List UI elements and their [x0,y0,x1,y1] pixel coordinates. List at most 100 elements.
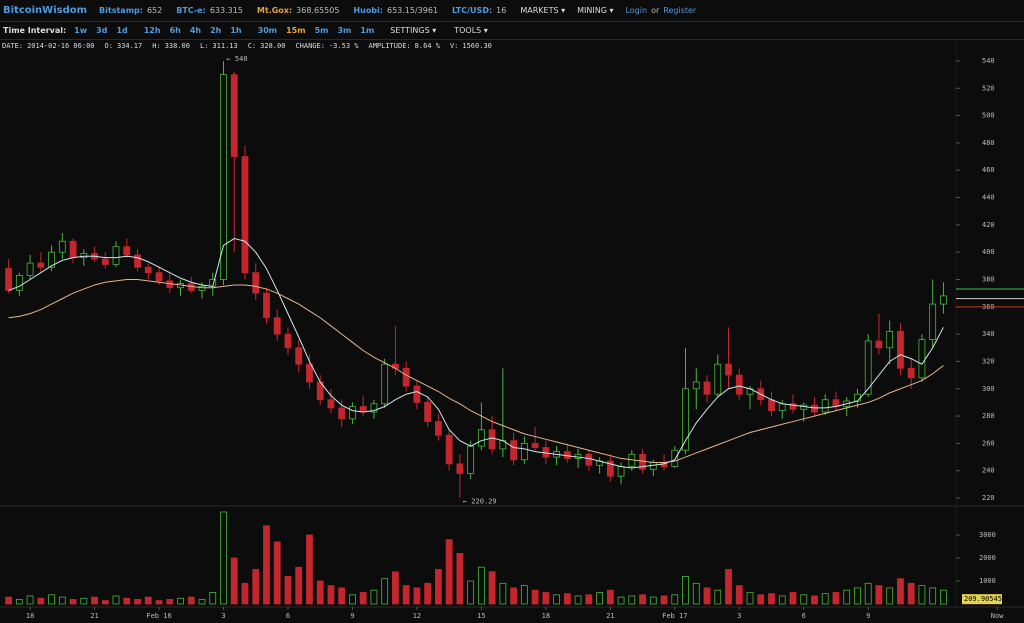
info-line: DATE: 2014-02-16 06:00 O: 334.17 H: 338.00 L: 3… [2,42,492,50]
candle-body [725,363,732,376]
x-tick-label: 21 [90,612,98,620]
volume-bar [843,589,851,605]
info-label: C: [247,42,257,50]
info-item: L: 311.13 [200,42,238,50]
volume-bar [241,582,249,605]
volume-current-label: 209.90545 [964,595,1002,603]
interval-button[interactable]: 1w [74,26,88,35]
volume-bar [778,595,786,605]
volume-bar [714,589,722,605]
info-value: 338.00 [164,42,190,50]
interval-button[interactable]: 1m [360,26,375,35]
candle-body [778,403,786,412]
volume-bar [585,594,593,605]
candle-body [230,74,238,157]
ticker-label[interactable]: LTC/USD: [452,6,493,15]
candle-body [134,254,141,268]
interval-button[interactable]: 3d [96,26,108,35]
candle-body [15,275,23,291]
ticker-label[interactable]: Mt.Gox: [256,6,293,15]
y-tick-label: 300 [982,385,995,393]
annotation: ← 540 [226,55,247,63]
y-tick-label: 440 [982,194,995,202]
ticker-label[interactable]: Bitstamp: [99,6,143,15]
candle-body [531,443,539,448]
ticker-value: 633.315 [209,6,243,15]
volume-bar [349,594,356,605]
volume-bar [574,595,582,605]
interval-button[interactable]: 15m [286,26,306,35]
volume-bar [789,592,797,605]
candle-body [349,406,356,420]
candle-body [58,240,66,253]
volume-bar [370,589,378,605]
volume-bar [112,595,120,605]
tool-menu[interactable]: SETTINGS ▾ [390,26,437,35]
candle-body [671,449,679,468]
interval-button[interactable]: 30m [257,26,278,35]
interval-button[interactable]: 1h [230,26,242,35]
candle-body [821,399,829,413]
ticker-label[interactable]: BTC-e: [176,6,206,15]
volume-bar [80,597,88,605]
volume-bar [295,566,303,605]
interval-button[interactable]: 1d [116,26,128,35]
candle-body [80,253,88,259]
moving-average [8,279,944,464]
volume-bar [811,595,818,605]
volume-bar [359,592,367,605]
y-tick-label: 220 [982,494,995,502]
volume-bar [273,541,281,605]
interval-button[interactable]: 6h [169,26,181,35]
volume-bar [37,597,45,605]
interval-label: Time Interval: [3,26,67,35]
candle-body [370,403,378,413]
interval-button[interactable]: 3m [337,26,352,35]
volume-current-box [962,594,1002,605]
x-tick-label: 12 [413,612,421,620]
volume-bar [381,578,389,605]
candle-body [617,466,625,477]
menu[interactable]: MARKETS ▾ [520,6,566,15]
info-value: 334.17 [116,42,143,50]
info-item: DATE: 2014-02-16 06:00 [2,42,95,50]
volume-bar [692,582,700,605]
y-tick-label: 460 [982,166,995,174]
candle-body [606,460,614,477]
candle-body [252,272,260,294]
info-label: L: [199,42,209,50]
candle-body [48,251,55,268]
candle-body [768,399,775,412]
candle-body [295,347,303,365]
candle-body [875,340,883,349]
candle-body [306,363,313,383]
ticker-value: 368.65505 [296,6,340,15]
x-tick-label: 15 [477,612,485,620]
volume-bar [58,596,66,605]
menu[interactable]: MINING ▾ [577,6,614,15]
toolbar: Time Interval: 1w 3d 1d 12h 6h 4h 2h 1h 30m 15m 5m 3… [0,22,1024,40]
volume-bar [402,585,410,605]
tool-menu[interactable]: TOOLS ▾ [454,26,488,35]
candle-body [198,285,206,291]
info-value: 311.13 [212,42,238,50]
ticker-value: 652 [146,6,163,15]
x-tick-label: 9 [350,612,354,620]
volume-bar [897,578,904,605]
site-logo[interactable]: BitcoinWisdom [3,5,88,16]
volume-bar [456,553,464,605]
interval-button[interactable]: 12h [143,26,161,35]
volume-bar [606,589,614,605]
volume-bar [338,587,346,605]
x-tick-label: 3 [221,612,225,620]
interval-button[interactable]: 5m [314,26,329,35]
register-link[interactable]: Register [663,6,697,15]
candle-body [918,339,926,379]
volume-bar [918,585,926,605]
candle-body [101,258,109,265]
login-link[interactable]: Login [625,6,648,15]
interval-button[interactable]: 4h [189,26,202,35]
interval-button[interactable]: 2h [210,26,222,35]
ticker-value: 653.15/3961 [386,6,439,15]
ticker-label[interactable]: Huobi: [353,6,383,15]
